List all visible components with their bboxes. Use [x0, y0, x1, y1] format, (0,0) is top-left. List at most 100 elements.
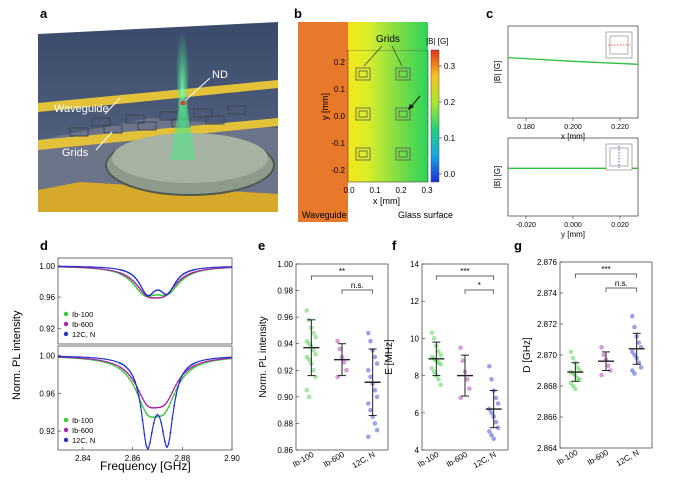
spectrum-point: [150, 294, 153, 297]
spectrum-point: [182, 372, 185, 374]
spectrum-point: [165, 293, 168, 296]
f-data-point: [436, 360, 441, 365]
colorbar-tick-label: 0.1: [444, 134, 456, 143]
e-category-label: Ib-600: [322, 450, 347, 469]
spectrum-point: [188, 365, 191, 368]
legend-label: Ib-100: [72, 310, 93, 319]
legend-marker: [63, 427, 69, 433]
spectrum-point: [136, 278, 138, 281]
g-significance-inner: n.s.: [615, 279, 628, 288]
spectrum-point: [160, 294, 163, 297]
spectrum-point: [123, 273, 125, 276]
spectrum-point: [149, 415, 151, 418]
spectrum-point: [147, 296, 150, 298]
g-y-tick-label: 2.864: [537, 444, 558, 453]
spectrum-point: [130, 372, 133, 375]
g-y-tick-label: 2.870: [537, 351, 558, 360]
d-y-tick-label: 0.96: [39, 293, 55, 302]
spectrum-point: [164, 293, 166, 295]
spectrum-point: [139, 288, 142, 291]
e-data-point: [337, 346, 343, 352]
spectrum-point: [119, 362, 121, 365]
spectrum-point: [141, 293, 144, 296]
g-data-point: [638, 365, 644, 370]
d-plot-frame: [57, 345, 233, 451]
spectrum-point: [173, 287, 176, 290]
e-plot-frame: [295, 263, 389, 451]
spectrum-point: [124, 373, 127, 375]
spectrum-point: [193, 268, 196, 271]
e-data-point: [372, 387, 378, 393]
spectrum-point: [193, 362, 196, 364]
c-x-tick-label: 0.220: [611, 124, 629, 131]
f-y-tick-label: 4: [415, 446, 420, 455]
f-y-tick-label: 12: [410, 297, 419, 306]
e-data-point: [372, 354, 378, 360]
spectrum-point: [128, 277, 131, 279]
e-data-point: [374, 361, 380, 366]
waveguide-caption: Waveguide: [302, 210, 347, 220]
g-data-point: [573, 386, 578, 392]
spectrum-point: [186, 367, 189, 370]
b-ylabel: y [mm]: [320, 93, 330, 120]
spectrum-point: [177, 380, 179, 383]
g-data-point: [632, 352, 637, 358]
g-data-point: [601, 352, 607, 358]
spectrum-point: [149, 406, 151, 409]
spectrum-point: [124, 370, 127, 373]
spectrum-point: [169, 402, 172, 404]
marker-arrow-head: [408, 104, 414, 110]
spectrum-point: [121, 269, 123, 272]
d-y-tick-label: 0.92: [39, 324, 55, 333]
spectrum-point: [156, 415, 159, 418]
grids-pointer: [95, 131, 113, 151]
spectrum-point: [150, 292, 153, 295]
spectrum-point: [156, 293, 159, 296]
c-top-plot: 0.180 0.200 0.220 x [mm] |B| [G]: [493, 25, 639, 141]
spectrum-point: [126, 375, 129, 378]
b-xlabel: x [mm]: [373, 196, 400, 206]
f-significance-inner: *: [478, 281, 481, 290]
spectrum-point: [130, 376, 133, 379]
spectrum-point: [143, 400, 146, 403]
spectrum-point: [147, 405, 150, 408]
spectrum-point: [130, 278, 133, 281]
spectrum-point: [156, 406, 159, 409]
g-significance-bracket-inner: [605, 287, 638, 292]
spectrum-point: [171, 417, 174, 420]
spectrum-point: [141, 288, 144, 290]
spectrum-point: [169, 395, 172, 397]
f-data-point: [458, 345, 463, 351]
spectrum-point: [143, 433, 146, 435]
legend-marker: [63, 331, 69, 337]
e-data-point: [304, 338, 310, 344]
spectrum-point: [186, 274, 189, 276]
spectrum-point: [178, 281, 181, 284]
e-ylabel: Norm. PL intensity: [258, 316, 269, 397]
waveguide-label: Waveguide: [54, 103, 109, 115]
spectrum-point: [128, 369, 131, 372]
spectrum-point: [143, 409, 146, 411]
spectrum-point: [162, 414, 164, 416]
spectrum-point: [190, 364, 192, 367]
e-y-tick-label: 0.90: [277, 393, 293, 402]
spectrum-point: [171, 391, 174, 394]
g-y-tick-label: 2.874: [537, 289, 558, 298]
spectrum-point: [175, 285, 178, 288]
spectrum-point: [137, 389, 140, 392]
spectrum-point: [191, 365, 194, 368]
spectrum-point: [126, 277, 129, 280]
f-y-tick-label: 8: [415, 372, 420, 381]
g-ylabel: D [GHz]: [522, 337, 533, 373]
g-data-point: [570, 383, 576, 389]
spectrum-point: [123, 368, 125, 371]
spectrum-point: [154, 406, 157, 409]
spectrum-point: [132, 282, 135, 285]
e-y-tick-label: 1.00: [277, 260, 293, 269]
g-data-point: [570, 355, 576, 361]
spectrum-point: [184, 276, 187, 279]
f-data-point: [495, 401, 501, 406]
e-data-point: [374, 427, 380, 433]
e-y-tick-label: 0.92: [277, 366, 293, 375]
f-data-point: [460, 358, 466, 364]
